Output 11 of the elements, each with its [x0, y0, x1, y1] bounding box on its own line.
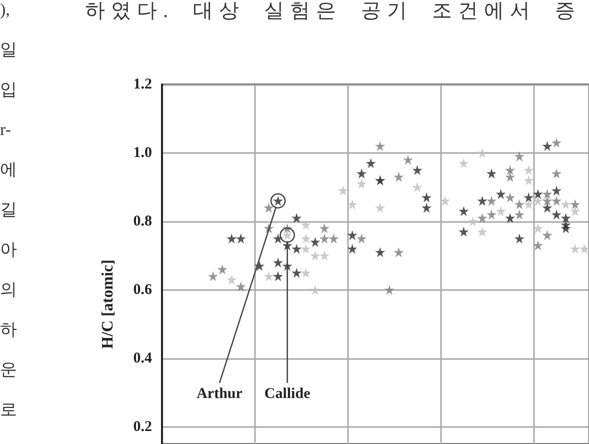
annotation: Arthur: [196, 386, 243, 402]
y-tick-label: 0.6: [133, 282, 152, 298]
y-tick-label: 0.8: [133, 213, 152, 230]
y-axis-title: H/C [atomic]: [100, 260, 116, 349]
y-tick-label: 1.0: [133, 144, 152, 161]
annotation: Callide: [264, 386, 311, 402]
text: ), 일 입 r- 에 길 아 의 하 운 로: [0, 0, 17, 419]
y-tick-label: 0.4: [133, 350, 152, 366]
y-tick-label: 0.2: [133, 418, 152, 435]
y-tick-label: 1.2: [133, 76, 152, 92]
text: 하였다. 대상 실험은 공기 조건에서 증: [85, 0, 581, 24]
